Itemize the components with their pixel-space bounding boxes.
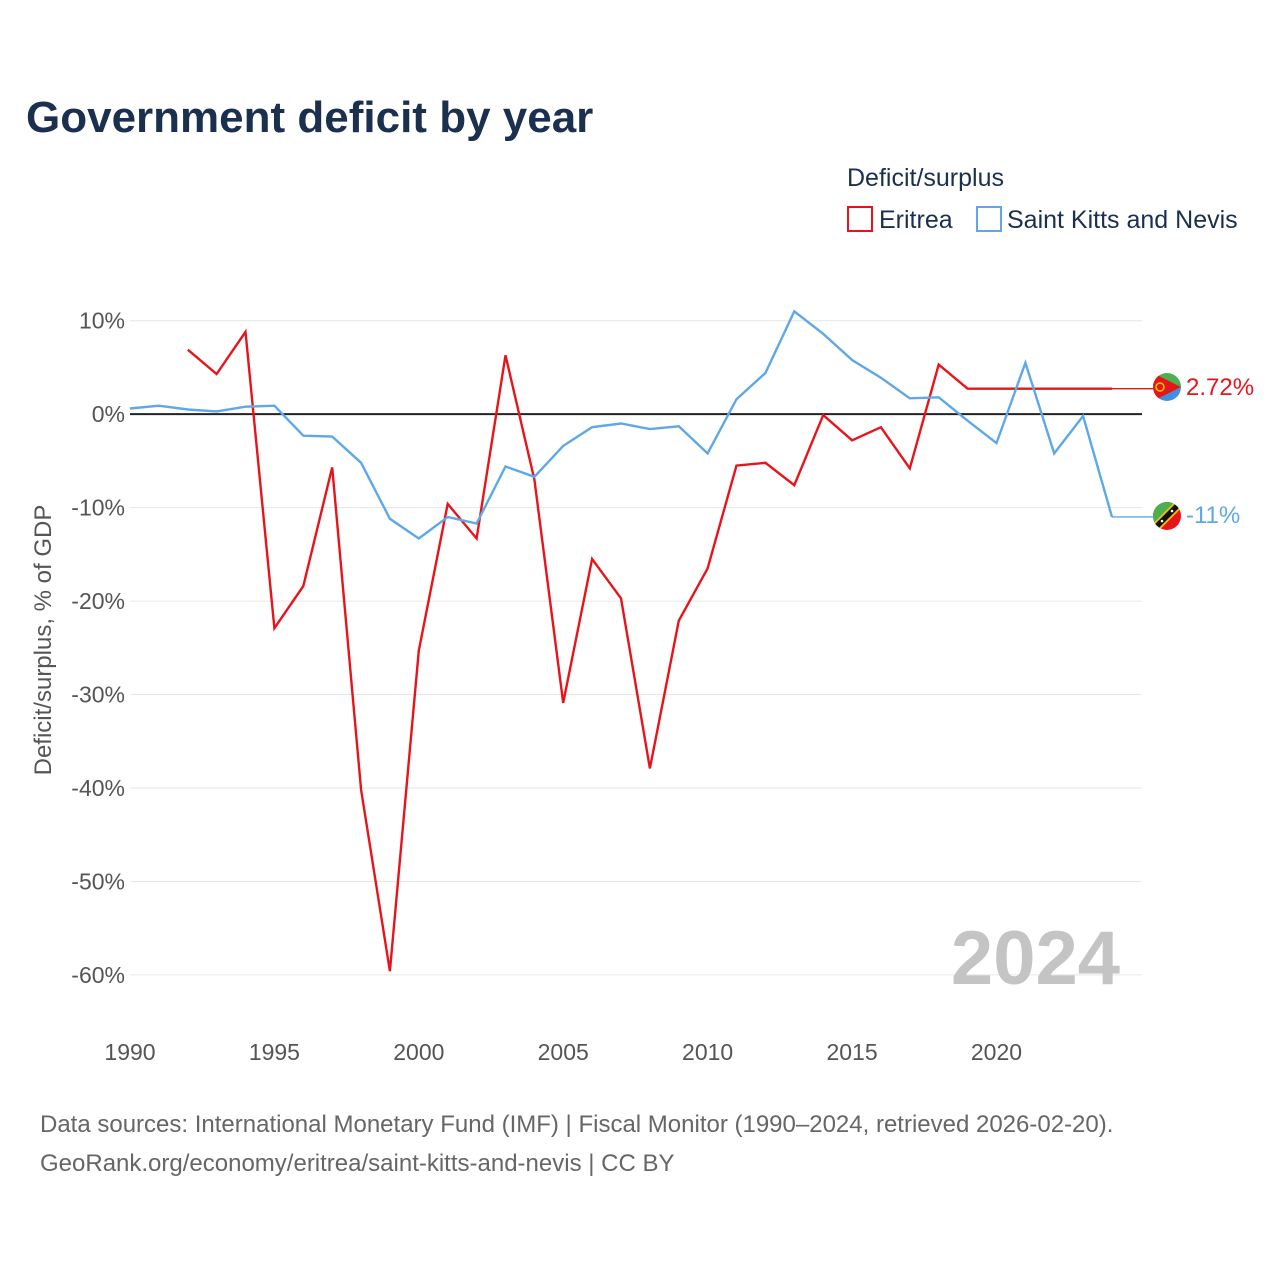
y-tick-label: -30% (71, 682, 125, 708)
eritrea-end-label: 2.72% (1186, 374, 1254, 401)
x-tick-label: 1995 (249, 1039, 300, 1065)
y-tick-label: 0% (92, 401, 125, 427)
y-tick-label: 10% (79, 308, 125, 334)
legend-swatch-eritrea[interactable] (847, 206, 873, 232)
y-tick-label: -40% (71, 775, 125, 801)
saint-kitts-flag-icon (1153, 502, 1181, 530)
y-tick-label: -60% (71, 962, 125, 988)
x-axis-ticks: 1990 1995 2000 2005 2010 2015 2020 (104, 1039, 1022, 1065)
y-tick-label: -10% (71, 495, 125, 521)
legend: Deficit/surplus Eritrea Saint Kitts and … (847, 164, 1238, 234)
y-tick-label: -50% (71, 868, 125, 894)
legend-title: Deficit/surplus (847, 164, 1004, 192)
chart-title: Government deficit by year (26, 93, 593, 142)
series (129, 309, 1153, 972)
grid (130, 320, 1142, 976)
x-tick-label: 2015 (826, 1039, 877, 1065)
x-tick-label: 2010 (682, 1039, 733, 1065)
source-line-2[interactable]: GeoRank.org/economy/eritrea/saint-kitts-… (40, 1150, 675, 1177)
legend-item-saint-kitts[interactable]: Saint Kitts and Nevis (1007, 206, 1238, 234)
y-tick-label: -20% (71, 588, 125, 614)
y-axis-label: Deficit/surplus, % of GDP (30, 505, 57, 776)
year-watermark: 2024 (951, 916, 1120, 1001)
source-line-1: Data sources: International Monetary Fun… (40, 1111, 1113, 1138)
x-tick-label: 1990 (104, 1039, 155, 1065)
series-line-saint-kitts-and-nevis[interactable] (129, 309, 1114, 540)
y-axis-ticks: 10% 0% -10% -20% -30% -40% -50% -60% (71, 308, 125, 988)
legend-swatch-saint-kitts[interactable] (976, 206, 1002, 232)
x-tick-label: 2000 (393, 1039, 444, 1065)
series-line-eritrea[interactable] (187, 328, 1112, 972)
saint-kitts-end-label: -11% (1186, 502, 1240, 529)
legend-item-eritrea[interactable]: Eritrea (879, 206, 953, 234)
x-tick-label: 2005 (538, 1039, 589, 1065)
eritrea-flag-icon (1153, 373, 1181, 401)
x-tick-label: 2020 (971, 1039, 1022, 1065)
